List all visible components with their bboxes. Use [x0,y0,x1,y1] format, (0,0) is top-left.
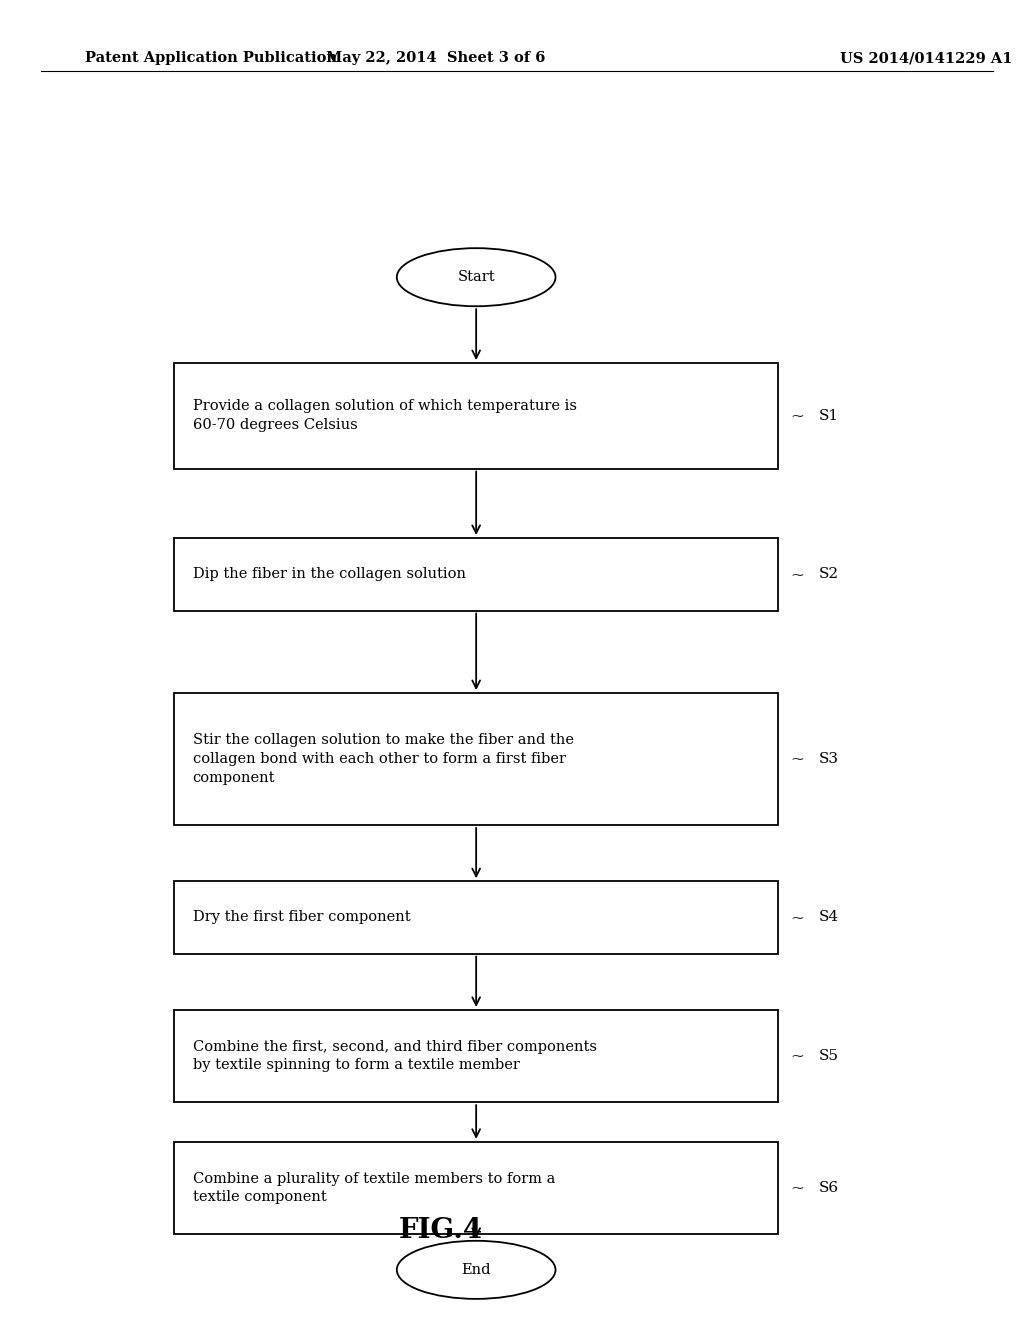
FancyBboxPatch shape [174,363,778,469]
FancyBboxPatch shape [174,539,778,610]
Ellipse shape [397,248,555,306]
Text: S4: S4 [819,911,840,924]
Text: Combine a plurality of textile members to form a
textile component: Combine a plurality of textile members t… [193,1172,555,1204]
Text: S3: S3 [819,752,840,766]
FancyBboxPatch shape [174,1142,778,1234]
Text: ~: ~ [791,1180,805,1196]
Text: May 22, 2014  Sheet 3 of 6: May 22, 2014 Sheet 3 of 6 [326,51,545,65]
FancyBboxPatch shape [174,882,778,953]
Text: S2: S2 [819,568,840,581]
Text: Combine the first, second, and third fiber components
by textile spinning to for: Combine the first, second, and third fib… [193,1040,597,1072]
Text: S1: S1 [819,409,840,422]
Text: ~: ~ [791,408,805,424]
Text: Start: Start [458,271,495,284]
Text: ~: ~ [791,566,805,582]
Text: ~: ~ [791,909,805,925]
Text: Stir the collagen solution to make the fiber and the
collagen bond with each oth: Stir the collagen solution to make the f… [193,733,573,785]
Text: FIG.4: FIG.4 [398,1217,482,1243]
Text: Dip the fiber in the collagen solution: Dip the fiber in the collagen solution [193,568,466,581]
FancyBboxPatch shape [174,693,778,825]
Text: ~: ~ [791,1048,805,1064]
Text: ~: ~ [791,751,805,767]
Text: Patent Application Publication: Patent Application Publication [85,51,337,65]
Text: S6: S6 [819,1181,840,1195]
FancyBboxPatch shape [174,1010,778,1102]
Text: Dry the first fiber component: Dry the first fiber component [193,911,411,924]
Text: End: End [462,1263,490,1276]
Text: S5: S5 [819,1049,840,1063]
Ellipse shape [397,1241,555,1299]
Text: Provide a collagen solution of which temperature is
60-70 degrees Celsius: Provide a collagen solution of which tem… [193,400,577,432]
Text: US 2014/0141229 A1: US 2014/0141229 A1 [840,51,1012,65]
